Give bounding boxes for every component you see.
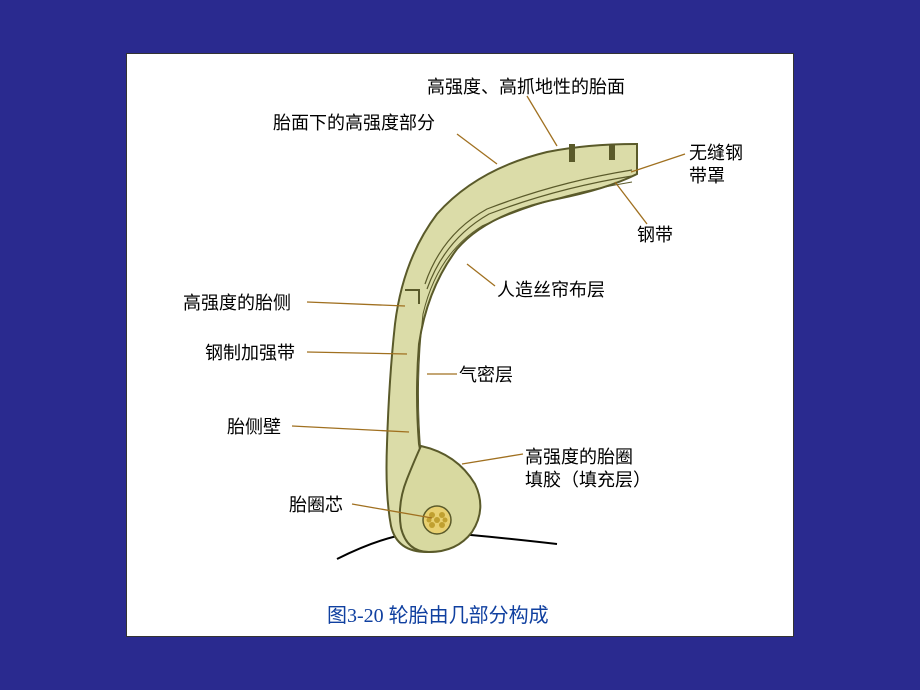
label-steel-reinf: 钢制加强带	[205, 342, 295, 365]
diagram-panel: 高强度、高抓地性的胎面 胎面下的高强度部分 无缝钢带罩 钢带 人造丝帘布层 高强…	[126, 53, 794, 637]
label-tread: 高强度、高抓地性的胎面	[427, 76, 625, 99]
label-rayon-ply: 人造丝帘布层	[497, 279, 605, 302]
figure-caption: 图3-20 轮胎由几部分构成	[327, 599, 549, 628]
label-bead-filler: 高强度的胎圈填胶（填充层）	[525, 446, 651, 491]
label-sidewall-hs: 高强度的胎侧	[183, 292, 291, 315]
bead-core-bundle	[423, 506, 451, 534]
label-bead-core: 胎圈芯	[289, 494, 343, 517]
label-steel-cap: 无缝钢带罩	[689, 142, 743, 187]
label-under-tread: 胎面下的高强度部分	[273, 112, 435, 135]
label-steel-belt: 钢带	[637, 224, 673, 247]
label-sidewall: 胎侧壁	[227, 416, 281, 439]
label-inner-liner: 气密层	[459, 364, 513, 387]
